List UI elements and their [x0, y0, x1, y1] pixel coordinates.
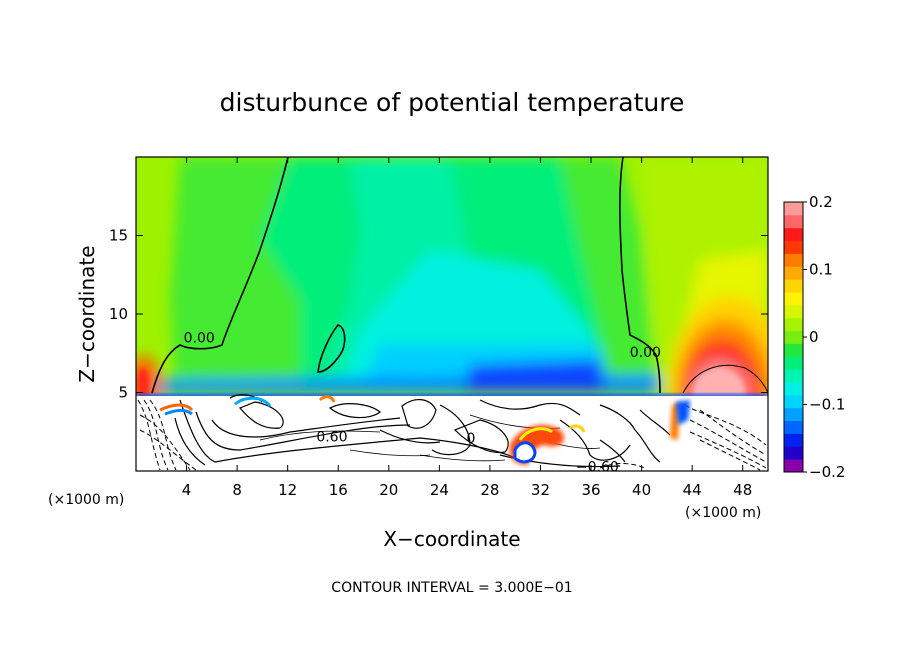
x-tick-label: 40 [632, 481, 651, 499]
colorbar-swatch [784, 202, 803, 216]
contour-label: 0.00 [630, 345, 661, 361]
contour-label: 0 [466, 431, 475, 447]
y-axis-label: Z−coordinate [75, 245, 99, 382]
colorbar-swatch [784, 407, 803, 422]
colorbar-tick-label: −0.2 [809, 463, 845, 481]
colorbar-swatch [784, 420, 803, 434]
x-unit-left: (×1000 m) [48, 492, 124, 508]
colorbar: 0.2 0.1 0 −0.1 −0.2 [783, 193, 845, 481]
colorbar-tick-label: 0.2 [809, 193, 833, 211]
colorbar-tick-label: −0.1 [809, 396, 845, 414]
x-axis: 4 8 12 16 20 24 28 32 36 40 44 48 [182, 157, 752, 499]
colorbar-swatch [784, 382, 803, 396]
colorbar-swatch [784, 214, 803, 229]
colorbar-swatch [784, 356, 803, 370]
x-tick-label: 36 [581, 481, 600, 499]
contour-label: 0.60 [316, 430, 347, 446]
zero-contours [151, 157, 768, 394]
contour-label: 0.00 [184, 331, 215, 347]
colorbar-swatch [784, 459, 803, 473]
colorbar-tick-label: 0 [809, 328, 819, 346]
y-tick-label: 5 [118, 384, 128, 402]
colorbar-swatch [784, 266, 803, 280]
colorbar-swatch [784, 240, 803, 254]
colorbar-swatch [784, 330, 803, 344]
x-tick-label: 28 [480, 481, 499, 499]
colorbar-swatch [784, 343, 803, 357]
contour-labels: 0.00 0.00 0.60 0 −0.60 [184, 331, 661, 476]
colorbar-swatch [784, 369, 803, 383]
x-tick-label: 12 [278, 481, 297, 499]
y-tick-label: 10 [109, 305, 128, 323]
colorbar-swatch [784, 304, 803, 319]
lower-region [136, 396, 768, 471]
x-tick-label: 8 [232, 481, 242, 499]
colorbar-swatch [784, 394, 803, 409]
x-tick-label: 20 [379, 481, 398, 499]
x-tick-label: 4 [182, 481, 192, 499]
colorbar-tick-label: 0.1 [809, 261, 833, 279]
colorbar-swatch [784, 433, 803, 447]
colorbar-swatch [784, 317, 803, 332]
colorbar-swatch [784, 227, 803, 242]
chart-title: disturbunce of potential temperature [220, 88, 685, 117]
x-tick-label: 48 [733, 481, 752, 499]
y-tick-label: 15 [109, 227, 128, 245]
x-tick-label: 44 [683, 481, 702, 499]
x-tick-label: 24 [430, 481, 449, 499]
lower-colored-pockets [159, 395, 690, 465]
color-field [136, 157, 768, 471]
contour-interval-note: CONTOUR INTERVAL = 3.000E−01 [331, 580, 572, 596]
x-axis-label: X−coordinate [383, 527, 520, 551]
lower-contours [137, 394, 767, 471]
colorbar-swatch [784, 279, 803, 293]
y-axis: 5 10 15 [109, 227, 768, 402]
x-tick-label: 32 [531, 481, 550, 499]
colorbar-swatch [784, 292, 803, 306]
contour-label: −0.60 [576, 459, 619, 475]
x-tick-label: 16 [329, 481, 348, 499]
x-unit-right: (×1000 m) [685, 505, 761, 521]
colorbar-swatch [784, 253, 803, 267]
colorbar-swatch [784, 446, 803, 460]
